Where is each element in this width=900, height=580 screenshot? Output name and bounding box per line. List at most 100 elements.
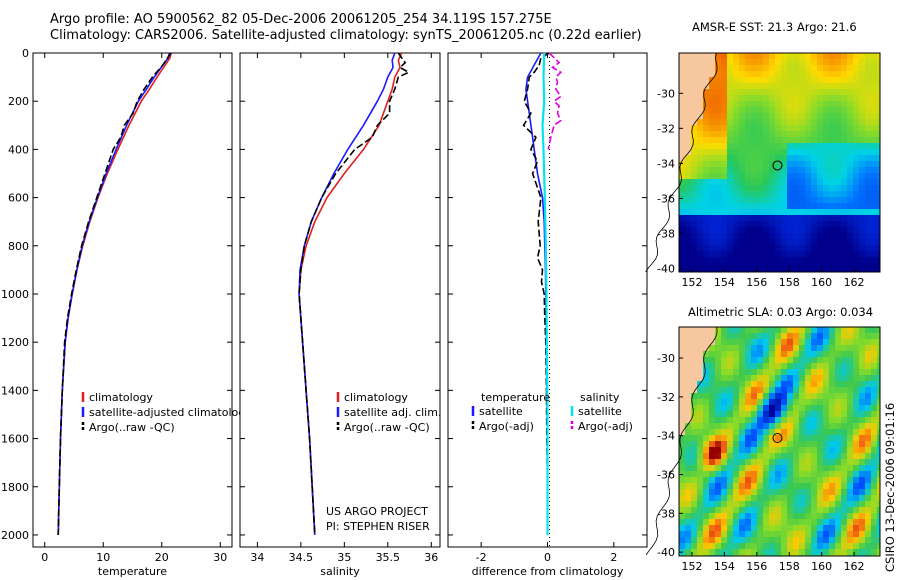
sst-cell	[781, 107, 788, 114]
sst-cell	[703, 245, 710, 252]
sla-cell	[715, 405, 722, 412]
sst-cell	[823, 89, 830, 96]
sst-cell	[799, 107, 806, 114]
sst-cell	[817, 245, 824, 252]
sst-cell	[691, 83, 698, 90]
sla-cell	[715, 333, 722, 340]
sst-cell	[805, 65, 812, 72]
sst-cell	[685, 53, 692, 60]
sst-cell	[685, 107, 692, 114]
sla-cell	[865, 333, 872, 340]
sst-cell	[781, 179, 788, 186]
sst-cell	[787, 269, 794, 273]
sst-cell	[727, 209, 734, 216]
sst-cell	[847, 173, 854, 180]
sst-cell	[751, 245, 758, 252]
sla-cell	[757, 333, 764, 340]
sla-cell	[763, 339, 770, 346]
sla-cell	[853, 531, 860, 538]
temperature-series-argo-raw-qc-	[57, 52, 172, 536]
sla-cell	[793, 543, 800, 550]
sla-cell	[871, 453, 878, 460]
sla-cell	[877, 519, 881, 526]
sla-cell	[787, 327, 794, 334]
sla-cell	[763, 543, 770, 550]
sla-cell	[823, 489, 830, 496]
sst-cell	[799, 119, 806, 126]
sla-cell	[871, 447, 878, 454]
sla-cell	[679, 327, 686, 334]
sla-cell	[877, 423, 881, 430]
sst-cell	[763, 53, 770, 60]
sla-cell	[817, 501, 824, 508]
sla-cell	[859, 447, 866, 454]
sst-cell	[679, 227, 686, 234]
sla-cell	[829, 549, 836, 556]
sst-cell	[859, 263, 866, 270]
sla-cell	[877, 483, 881, 490]
sst-cell	[835, 83, 842, 90]
sla-cell	[805, 525, 812, 532]
sst-cell	[721, 95, 728, 102]
sla-cell	[799, 417, 806, 424]
sst-cell	[715, 173, 722, 180]
sla-cell	[751, 387, 758, 394]
sst-cell	[865, 143, 872, 150]
sla-cell	[733, 417, 740, 424]
sla-cell	[685, 405, 692, 412]
sla-cell	[793, 459, 800, 466]
sla-cell	[775, 333, 782, 340]
sst-cell	[751, 197, 758, 204]
sst-cell	[763, 269, 770, 273]
sst-cell	[691, 239, 698, 246]
sst-cell	[793, 77, 800, 84]
sla-cell	[703, 393, 710, 400]
sst-cell	[775, 119, 782, 126]
sst-cell	[877, 263, 881, 270]
sla-lon-tick-label: 162	[844, 560, 865, 573]
sst-cell	[835, 89, 842, 96]
sst-cell	[757, 263, 764, 270]
sst-cell	[745, 167, 752, 174]
sla-cell	[775, 447, 782, 454]
sla-cell	[691, 411, 698, 418]
sla-cell	[775, 399, 782, 406]
sla-cell	[697, 519, 704, 526]
sst-cell	[799, 161, 806, 168]
sla-cell	[679, 381, 686, 388]
sla-cell	[697, 537, 704, 544]
sst-cell	[769, 119, 776, 126]
sla-cell	[685, 525, 692, 532]
sla-cell	[847, 423, 854, 430]
sst-cell	[847, 263, 854, 270]
sla-cell	[733, 543, 740, 550]
sst-cell	[769, 215, 776, 222]
sst-cell	[781, 131, 788, 138]
sst-cell	[835, 149, 842, 156]
sst-cell	[847, 185, 854, 192]
sla-cell	[787, 387, 794, 394]
sla-cell	[811, 447, 818, 454]
sst-cell	[847, 71, 854, 78]
sst-cell	[787, 71, 794, 78]
sst-cell	[823, 95, 830, 102]
sla-cell	[787, 459, 794, 466]
sla-cell	[853, 375, 860, 382]
sla-cell	[835, 441, 842, 448]
sla-cell	[841, 339, 848, 346]
sla-cell	[745, 489, 752, 496]
sla-cell	[721, 477, 728, 484]
sla-cell	[817, 519, 824, 526]
sla-cell	[829, 405, 836, 412]
sst-cell	[805, 77, 812, 84]
sst-cell	[727, 251, 734, 258]
sla-cell	[757, 549, 764, 556]
sst-cell	[877, 101, 881, 108]
sla-cell	[745, 399, 752, 406]
sst-cell	[865, 173, 872, 180]
sst-cell	[685, 101, 692, 108]
sla-cell	[817, 525, 824, 532]
sst-cell	[781, 83, 788, 90]
sla-cell	[829, 363, 836, 370]
sst-cell	[811, 239, 818, 246]
